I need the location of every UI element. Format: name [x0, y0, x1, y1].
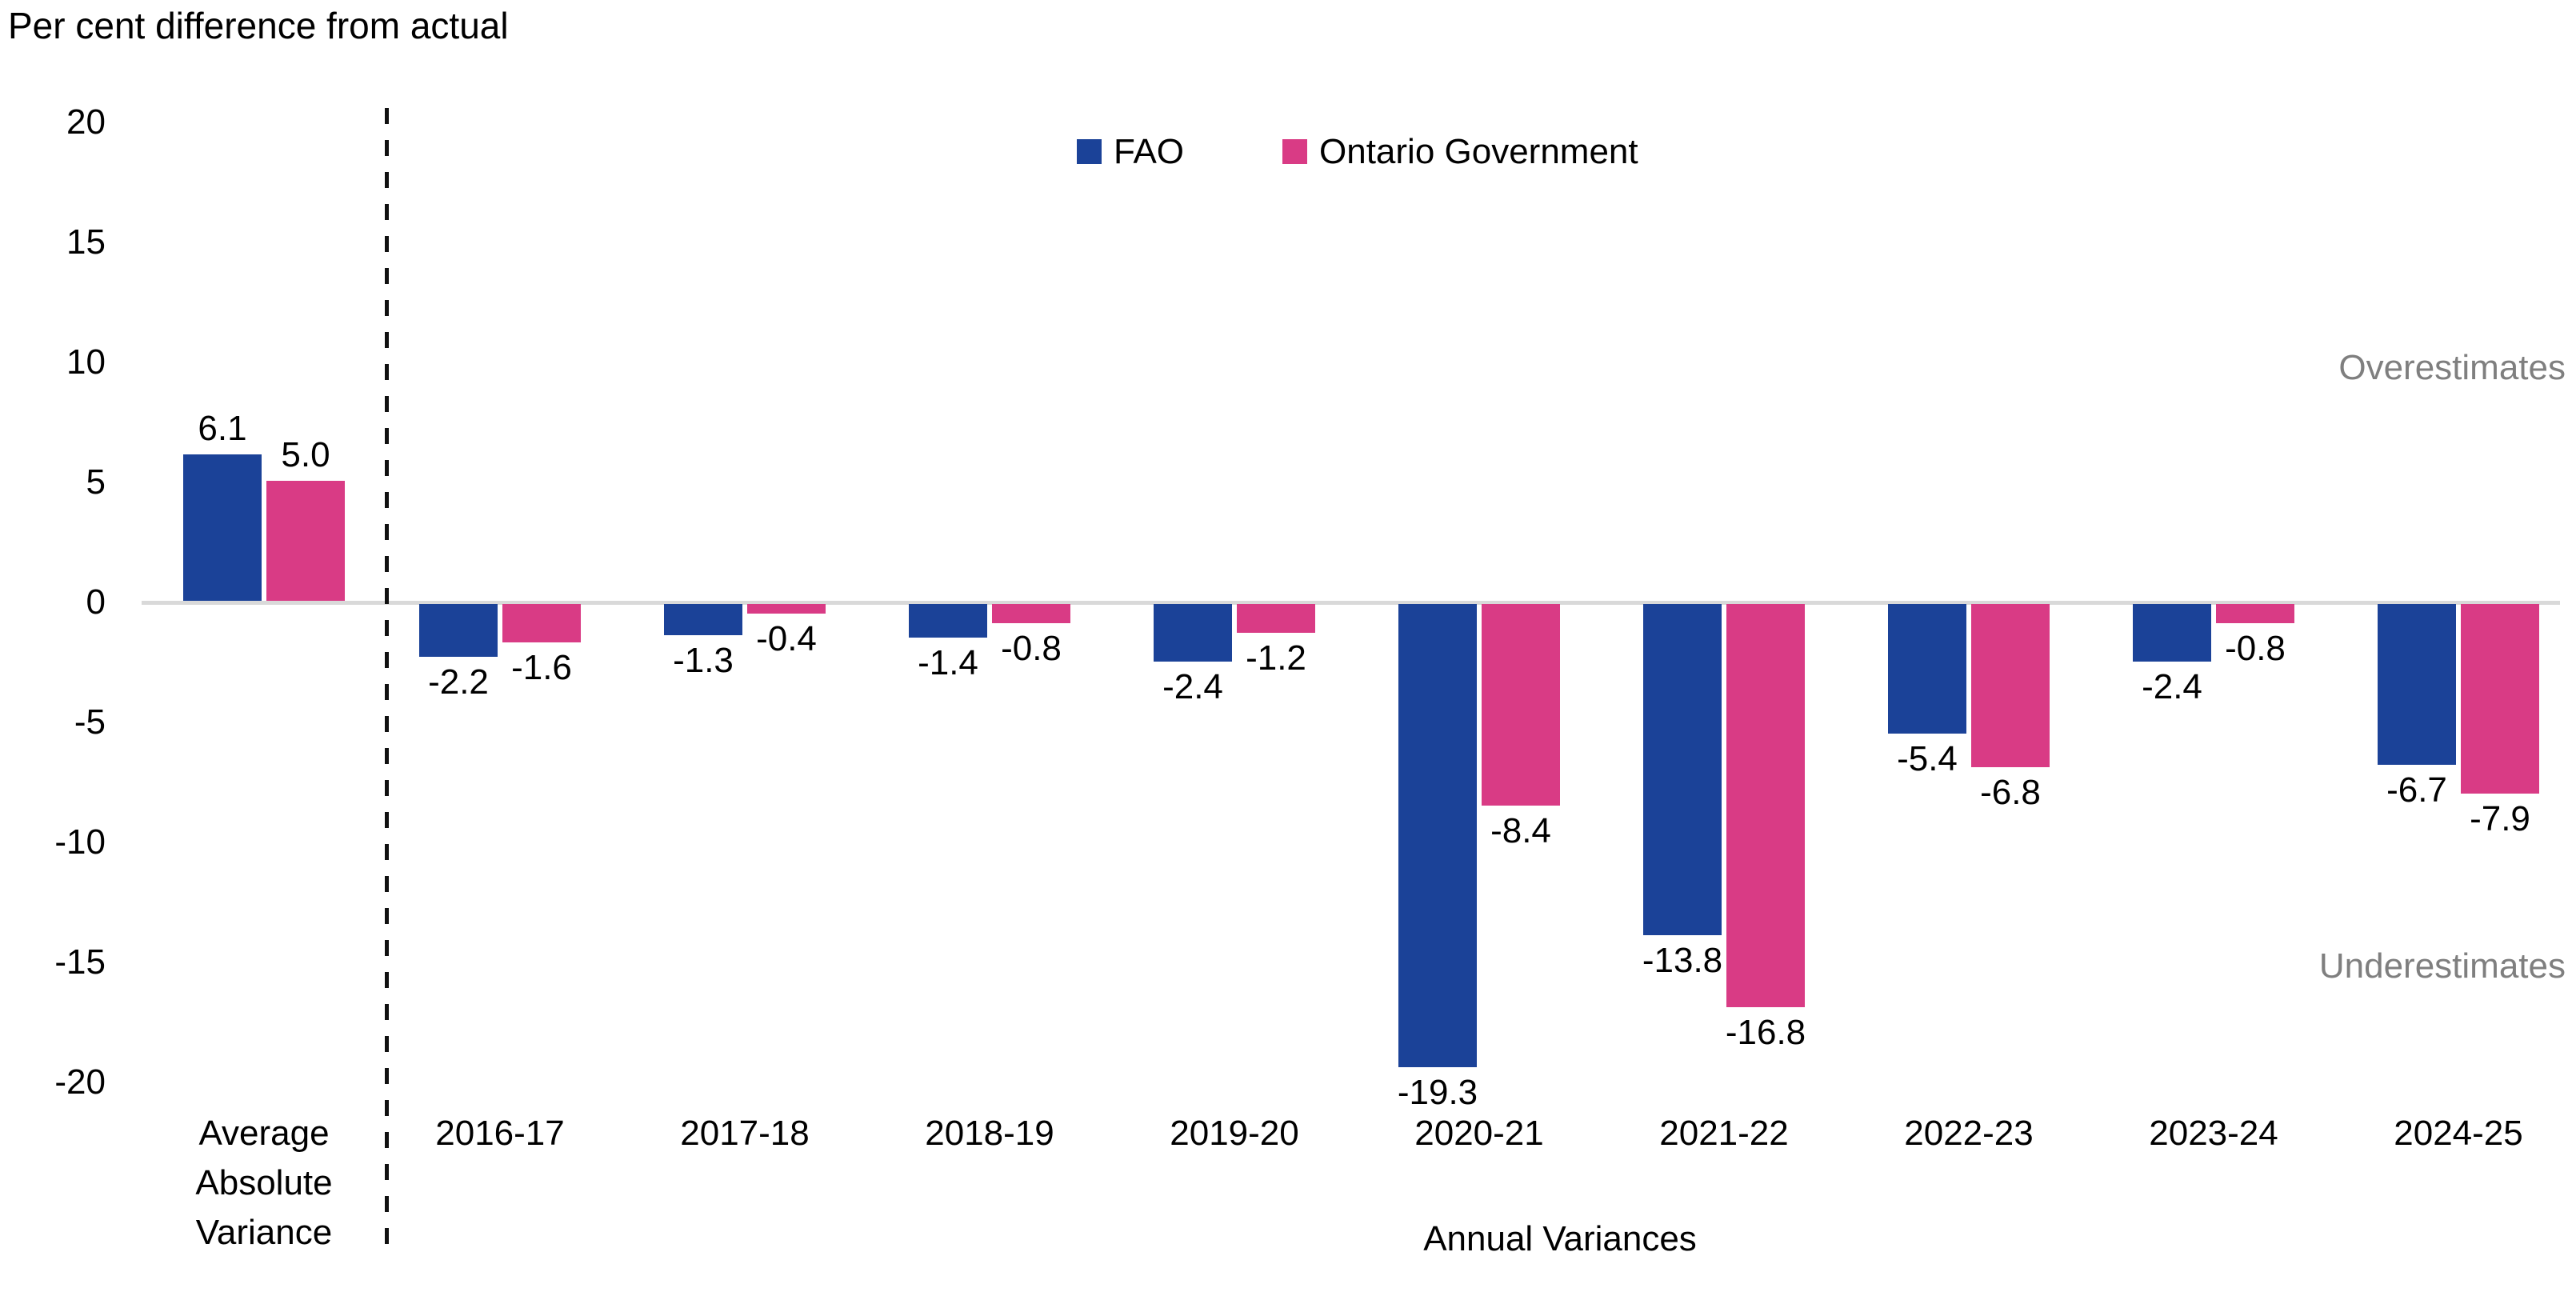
bar-fao-2024-25	[2378, 604, 2456, 765]
data-label-fao-2024-25: -6.7	[2386, 770, 2447, 810]
category-separator-dashed-line	[385, 108, 389, 1252]
data-label-fao-2022-23: -5.4	[1897, 739, 1958, 778]
overestimates-annotation: Overestimates	[2338, 348, 2566, 387]
category-label-2020-21: 2020-21	[1414, 1114, 1544, 1153]
underestimates-annotation: Underestimates	[2318, 946, 2566, 986]
category-label-2018-19: 2018-19	[925, 1114, 1054, 1153]
bar-fao-2020-21	[1398, 604, 1477, 1067]
y-tick-label-0: 0	[86, 582, 106, 622]
category-label-2022-23: 2022-23	[1904, 1114, 2034, 1153]
bar-ontario-government-2019-20	[1237, 604, 1315, 633]
data-label-ontario-government-2017-18: -0.4	[756, 619, 817, 658]
data-label-ontario-government-average-absolute-variance: 5.0	[281, 435, 330, 474]
data-label-ontario-government-2019-20: -1.2	[1246, 638, 1306, 678]
data-label-fao-2019-20: -2.4	[1162, 667, 1223, 706]
category-label-2017-18: 2017-18	[680, 1114, 810, 1153]
bar-ontario-government-2017-18	[747, 604, 826, 614]
data-label-ontario-government-2023-24: -0.8	[2225, 629, 2286, 668]
y-tick-label-15: 15	[66, 222, 106, 262]
data-label-fao-2018-19: -1.4	[918, 643, 978, 682]
data-label-ontario-government-2016-17: -1.6	[511, 648, 572, 687]
y-tick-label--15: -15	[54, 942, 106, 982]
bar-ontario-government-2020-21	[1482, 604, 1560, 806]
chart-title: Per cent difference from actual	[8, 5, 509, 46]
data-label-fao-2016-17: -2.2	[428, 662, 489, 702]
y-tick-label-5: 5	[86, 462, 106, 502]
bar-fao-average-absolute-variance	[183, 454, 262, 601]
y-tick-label-20: 20	[66, 102, 106, 142]
category-label-2019-20: 2019-20	[1170, 1114, 1299, 1153]
legend-label-fao: FAO	[1114, 132, 1185, 171]
bar-fao-2017-18	[664, 604, 742, 635]
bar-ontario-government-2022-23	[1971, 604, 2050, 767]
legend-label-ontario-government: Ontario Government	[1319, 132, 1638, 171]
y-tick-label--20: -20	[54, 1062, 106, 1102]
bar-ontario-government-2018-19	[992, 604, 1070, 623]
data-label-fao-average-absolute-variance: 6.1	[198, 409, 247, 448]
x-axis-label: Annual Variances	[1423, 1219, 1697, 1258]
y-tick-label--5: -5	[74, 702, 106, 742]
data-label-fao-2021-22: -13.8	[1642, 941, 1723, 980]
y-tick-label-10: 10	[66, 342, 106, 382]
category-label-line: Variance	[195, 1213, 333, 1252]
category-label-line: Absolute	[195, 1163, 333, 1202]
legend-swatch-fao	[1077, 139, 1102, 164]
zero-gridline	[142, 601, 2560, 605]
bar-fao-2021-22	[1643, 604, 1722, 935]
category-label-2023-24: 2023-24	[2149, 1114, 2278, 1153]
data-label-ontario-government-2022-23: -6.8	[1980, 773, 2041, 812]
bar-fao-2022-23	[1888, 604, 1966, 734]
bar-ontario-government-2021-22	[1726, 604, 1805, 1007]
data-label-ontario-government-2024-25: -7.9	[2470, 799, 2530, 838]
bar-fao-2023-24	[2133, 604, 2211, 662]
bar-fao-2016-17	[419, 604, 498, 657]
bar-ontario-government-2023-24	[2216, 604, 2294, 623]
data-label-ontario-government-2021-22: -16.8	[1725, 1013, 1806, 1052]
legend-swatch-ontario-government	[1282, 139, 1307, 164]
data-label-fao-2017-18: -1.3	[673, 641, 734, 680]
category-label-average-absolute-variance: Average Absolute Variance	[136, 1109, 392, 1258]
bar-fao-2019-20	[1154, 604, 1232, 662]
bar-fao-2018-19	[909, 604, 987, 638]
category-label-line: Average	[198, 1114, 330, 1153]
category-label-2016-17: 2016-17	[435, 1114, 565, 1153]
bar-ontario-government-2024-25	[2461, 604, 2539, 794]
data-label-ontario-government-2020-21: -8.4	[1490, 811, 1551, 850]
data-label-fao-2020-21: -19.3	[1397, 1073, 1478, 1112]
category-label-2021-22: 2021-22	[1659, 1114, 1789, 1153]
bar-ontario-government-2016-17	[502, 604, 581, 642]
y-tick-label--10: -10	[54, 822, 106, 862]
category-label-2024-25: 2024-25	[2394, 1114, 2523, 1153]
data-label-fao-2023-24: -2.4	[2142, 667, 2202, 706]
data-label-ontario-government-2018-19: -0.8	[1001, 629, 1062, 668]
bar-ontario-government-average-absolute-variance	[266, 481, 345, 601]
